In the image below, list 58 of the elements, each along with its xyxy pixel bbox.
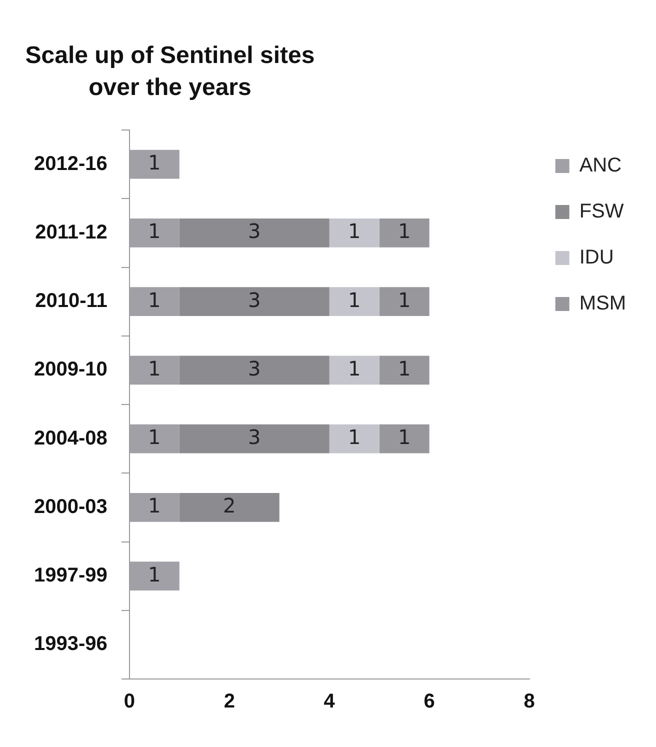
bar bbox=[179, 493, 280, 522]
data-label: 1 bbox=[148, 150, 161, 175]
bar bbox=[179, 356, 330, 385]
data-label: 3 bbox=[248, 425, 261, 450]
y-tick-label: 2009-10 bbox=[34, 358, 108, 381]
bar bbox=[129, 287, 180, 316]
bar bbox=[379, 287, 430, 316]
data-label: 1 bbox=[148, 425, 161, 450]
bar bbox=[379, 424, 430, 454]
x-tick-label: 8 bbox=[524, 690, 535, 713]
bar bbox=[129, 493, 180, 522]
bar bbox=[129, 356, 180, 385]
data-label: 1 bbox=[148, 562, 161, 586]
data-label: 1 bbox=[348, 219, 361, 244]
bar bbox=[129, 150, 180, 179]
y-tick-label: 2000-03 bbox=[34, 496, 108, 518]
bar bbox=[329, 356, 380, 385]
y-tick-label: 2012-16 bbox=[34, 152, 108, 175]
y-tick-label: 1997-99 bbox=[34, 564, 108, 587]
data-label: 1 bbox=[148, 288, 161, 312]
bar bbox=[129, 218, 180, 248]
data-label: 1 bbox=[398, 288, 411, 312]
data-label: 1 bbox=[398, 425, 411, 450]
x-tick-label: 6 bbox=[424, 690, 435, 713]
data-label: 1 bbox=[348, 288, 361, 312]
legend-label: FSW bbox=[579, 200, 624, 223]
data-label: 1 bbox=[398, 219, 411, 244]
legend-label: MSM bbox=[579, 292, 626, 315]
chart-title: Scale up of Sentinel sites over the years bbox=[24, 41, 316, 103]
data-label: 2 bbox=[223, 494, 236, 518]
data-label: 1 bbox=[398, 356, 411, 380]
data-label: 1 bbox=[348, 356, 361, 380]
x-tick-label: 2 bbox=[224, 690, 235, 713]
legend-label: ANC bbox=[579, 154, 622, 177]
data-label: 1 bbox=[148, 494, 161, 518]
bar bbox=[379, 356, 430, 385]
x-tick-label: 4 bbox=[324, 690, 336, 713]
bar bbox=[179, 424, 330, 454]
data-label: 3 bbox=[248, 219, 261, 244]
data-label: 1 bbox=[348, 425, 361, 450]
bar bbox=[379, 218, 430, 248]
y-tick-label: 2011-12 bbox=[35, 221, 108, 244]
x-tick-label: 0 bbox=[124, 690, 135, 713]
bar bbox=[179, 218, 330, 248]
data-label: 1 bbox=[148, 219, 161, 244]
bar bbox=[329, 218, 380, 248]
bar bbox=[129, 424, 180, 454]
legend-label: IDU bbox=[579, 246, 614, 269]
y-tick-label: 1993-96 bbox=[34, 633, 108, 656]
y-tick-label: 2010-11 bbox=[35, 290, 108, 312]
bar bbox=[129, 562, 180, 590]
data-label: 3 bbox=[248, 356, 261, 380]
bar bbox=[329, 424, 380, 454]
bar bbox=[179, 287, 330, 316]
bar bbox=[329, 287, 380, 316]
y-tick-label: 2004-08 bbox=[34, 427, 108, 450]
data-label: 1 bbox=[148, 356, 161, 380]
data-label: 3 bbox=[248, 288, 261, 312]
